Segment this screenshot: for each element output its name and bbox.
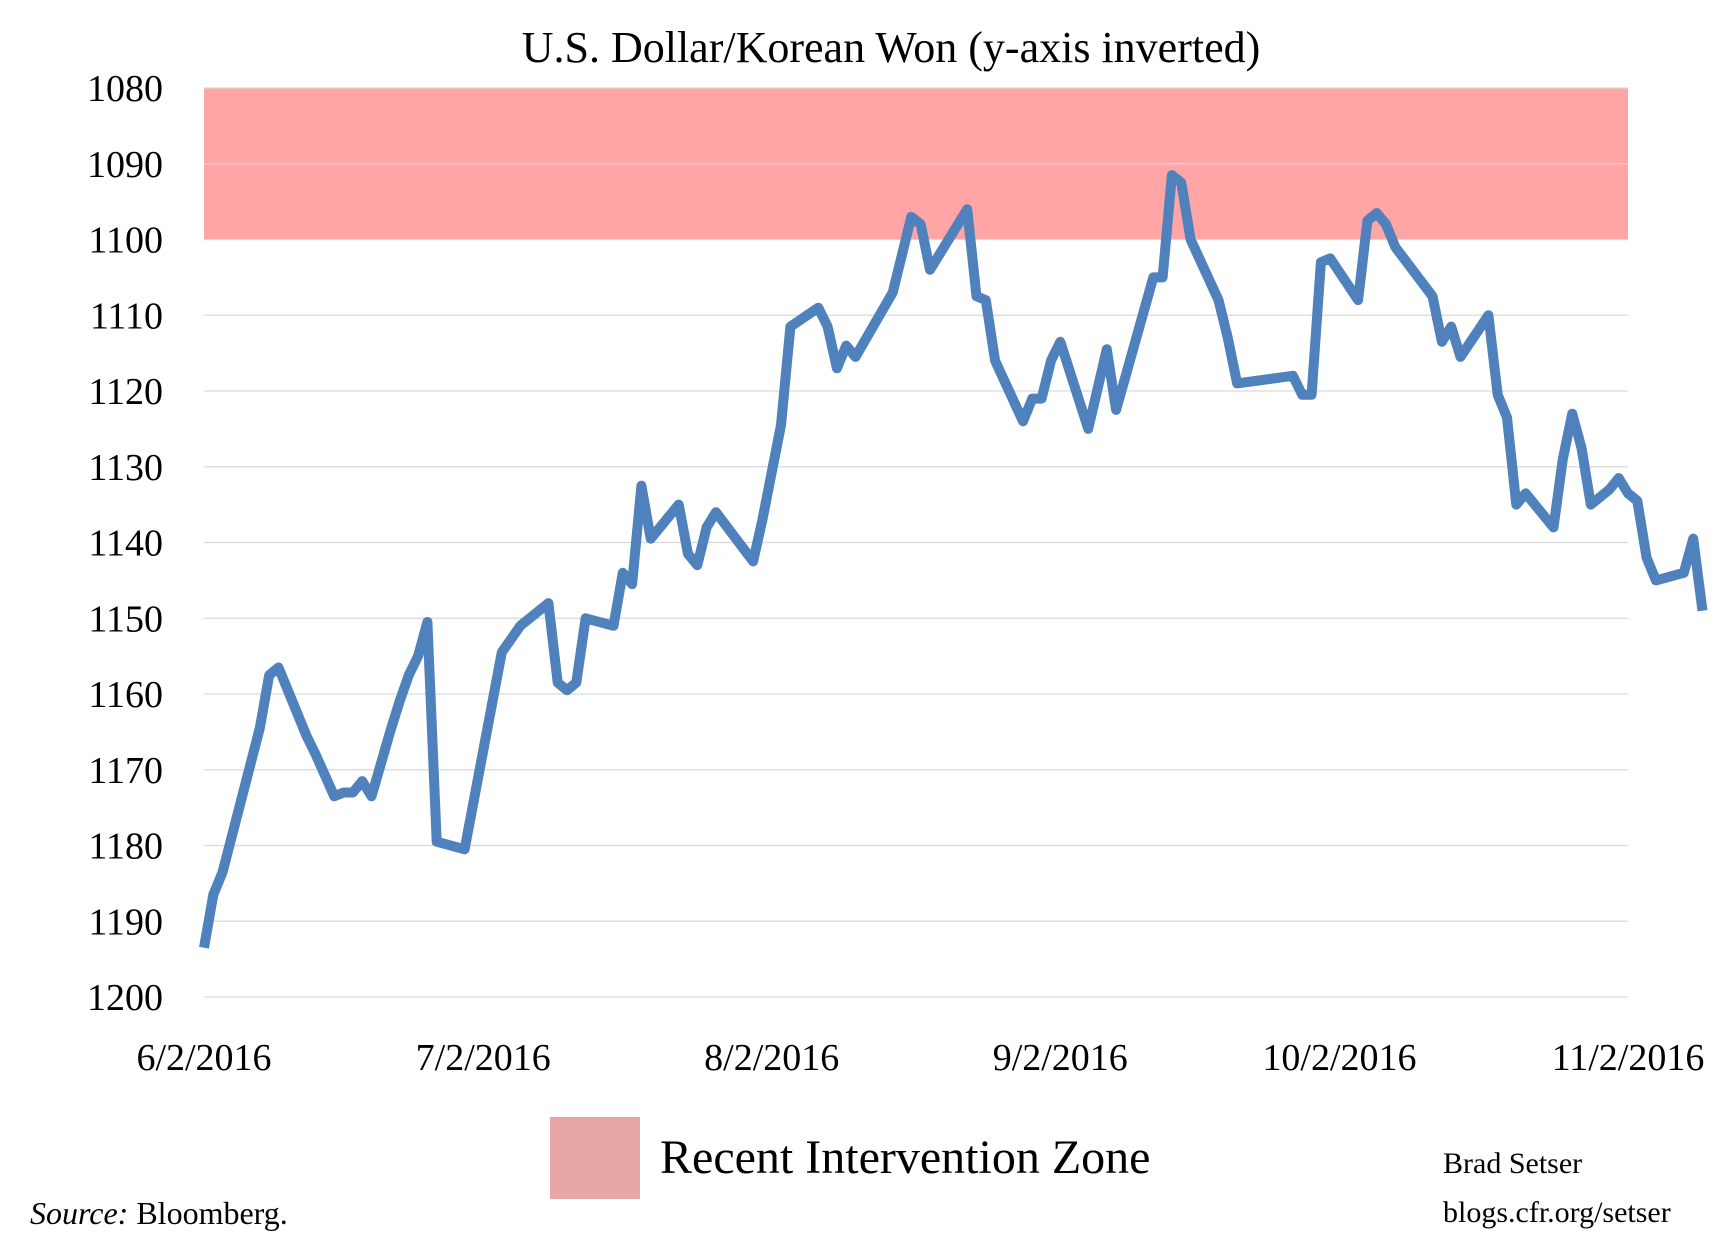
- y-tick-label: 1120: [88, 371, 163, 413]
- y-tick-label: 1180: [88, 826, 163, 868]
- y-tick-label: 1080: [87, 68, 163, 110]
- y-tick-label: 1140: [88, 523, 163, 565]
- x-axis-tick-labels: 6/2/2016 7/2/2016 8/2/2016 9/2/2016 10/2/201…: [136, 1037, 1704, 1079]
- y-axis-tick-labels: 1080 1090 1100 1110 1120 1130 1140 1150 1160 1170…: [87, 68, 163, 1019]
- y-tick-label: 1130: [88, 447, 163, 489]
- x-tick-label: 9/2/2016: [993, 1037, 1128, 1079]
- y-tick-label: 1110: [90, 295, 163, 337]
- y-tick-label: 1150: [88, 598, 163, 640]
- y-tick-label: 1090: [87, 144, 163, 186]
- x-tick-label: 8/2/2016: [704, 1037, 839, 1079]
- series-line-0: [199, 170, 1708, 949]
- y-tick-label: 1160: [88, 674, 163, 716]
- credit-author: Brad Setser: [1443, 1147, 1582, 1180]
- x-tick-label: 10/2/2016: [1262, 1037, 1416, 1079]
- source-note: Source: Bloomberg.: [30, 1195, 288, 1231]
- x-tick-label: 6/2/2016: [136, 1037, 271, 1079]
- x-tick-label: 11/2/2016: [1552, 1037, 1705, 1079]
- y-tick-label: 1200: [87, 977, 163, 1019]
- y-tick-label: 1100: [88, 220, 163, 262]
- legend: Recent Intervention Zone: [550, 1117, 1150, 1199]
- credit-site: blogs.cfr.org/setser: [1443, 1196, 1671, 1229]
- legend-swatch: [550, 1117, 640, 1199]
- y-tick-label: 1170: [88, 750, 163, 792]
- legend-label: Recent Intervention Zone: [660, 1131, 1150, 1184]
- x-tick-label: 7/2/2016: [416, 1037, 551, 1079]
- chart-title: U.S. Dollar/Korean Won (y-axis inverted): [522, 23, 1261, 72]
- gridlines: [204, 87, 1628, 998]
- source-text: Bloomberg.: [128, 1195, 287, 1231]
- y-tick-label: 1190: [88, 901, 163, 943]
- series-layer: [199, 170, 1708, 949]
- source-prefix: Source:: [30, 1195, 128, 1231]
